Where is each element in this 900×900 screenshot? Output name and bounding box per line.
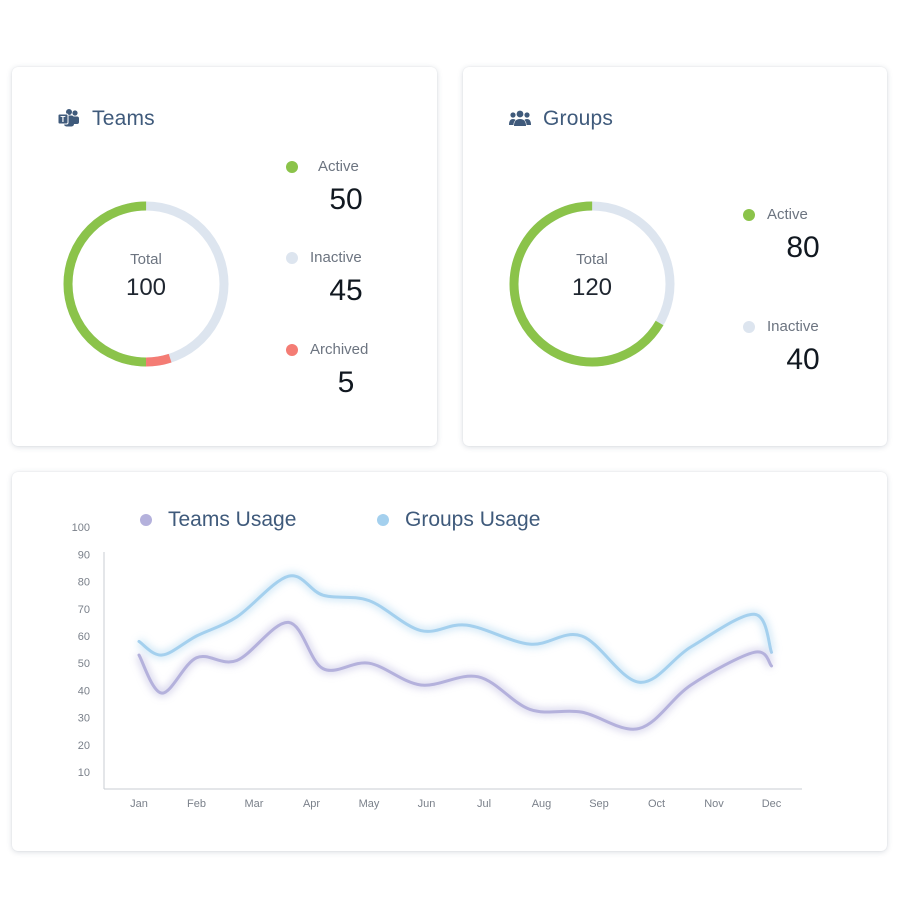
groups-donut-chart bbox=[509, 201, 675, 367]
usage-card: Teams Usage Groups Usage 10 20 30 40 50 60 70 8… bbox=[12, 472, 887, 851]
teams-card: T Teams Total 100 Active 50 Inactive 45 … bbox=[12, 67, 437, 446]
groups-usage-dot-icon bbox=[377, 514, 389, 526]
archived-dot-icon bbox=[286, 343, 298, 356]
legend-groups-usage: Groups Usage bbox=[377, 508, 540, 532]
groups-total-label: Total bbox=[576, 251, 608, 268]
y-tick-label: 20 bbox=[78, 740, 90, 752]
teams-legend-active: Active 50 bbox=[286, 158, 406, 217]
y-tick-label: 10 bbox=[78, 767, 90, 779]
teams-card-title: Teams bbox=[92, 107, 155, 130]
groups-total-value: 120 bbox=[571, 274, 613, 301]
teams-total-label: Total bbox=[130, 251, 162, 268]
inactive-dot-icon bbox=[743, 320, 755, 333]
legend-groups-usage-label: Groups Usage bbox=[405, 508, 541, 531]
groups-legend-inactive: Inactive 40 bbox=[743, 318, 863, 377]
x-tick-label: Apr bbox=[303, 798, 320, 810]
active-dot-icon bbox=[743, 208, 755, 221]
groups-legend-active-value: 80 bbox=[786, 231, 820, 264]
legend-teams-usage: Teams Usage bbox=[140, 508, 296, 532]
teams-donut-chart bbox=[63, 201, 229, 367]
x-tick-label: Oct bbox=[648, 798, 665, 810]
teams-legend-inactive: Inactive 45 bbox=[286, 249, 406, 308]
inactive-dot-icon bbox=[286, 251, 298, 264]
teams-usage-line bbox=[137, 620, 773, 731]
groups-usage-line-glow bbox=[136, 572, 775, 686]
x-tick-label: Aug bbox=[532, 798, 552, 810]
groups-usage-line bbox=[137, 574, 773, 684]
groups-legend-active-label: Active bbox=[767, 206, 808, 223]
groups-legend-inactive-value: 40 bbox=[786, 343, 820, 376]
teams-icon: T bbox=[58, 109, 79, 127]
x-tick-label: Feb bbox=[187, 798, 206, 810]
y-tick-label: 100 bbox=[72, 522, 90, 534]
usage-line-chart: 10 20 30 40 50 60 70 80 90 100 Jan Feb Mar Apr May Jun… bbox=[72, 522, 802, 810]
y-tick-label: 70 bbox=[78, 604, 90, 616]
teams-usage-dot-icon bbox=[140, 514, 152, 526]
x-tick-label: Jul bbox=[477, 798, 491, 810]
users-icon bbox=[509, 110, 531, 126]
legend-teams-usage-label: Teams Usage bbox=[168, 508, 297, 531]
y-tick-label: 30 bbox=[78, 713, 90, 725]
y-tick-label: 90 bbox=[78, 549, 90, 561]
y-tick-label: 40 bbox=[78, 685, 90, 697]
teams-legend-inactive-label: Inactive bbox=[310, 249, 362, 266]
x-tick-label: Sep bbox=[589, 798, 609, 810]
groups-total: Total 120 bbox=[532, 251, 652, 302]
teams-legend-archived-value: 5 bbox=[337, 366, 355, 399]
teams-total-value: 100 bbox=[125, 274, 167, 301]
active-dot-icon bbox=[286, 160, 298, 173]
y-tick-label: 80 bbox=[78, 577, 90, 589]
y-tick-label: 60 bbox=[78, 631, 90, 643]
x-tick-label: Jan bbox=[130, 798, 148, 810]
groups-card-title: Groups bbox=[543, 107, 614, 130]
svg-text:T: T bbox=[61, 115, 66, 124]
groups-legend-inactive-label: Inactive bbox=[767, 318, 819, 335]
teams-total: Total 100 bbox=[86, 251, 206, 302]
x-tick-label: Nov bbox=[704, 798, 724, 810]
x-tick-label: Jun bbox=[418, 798, 436, 810]
groups-legend-active: Active 80 bbox=[743, 206, 863, 265]
groups-card-header: Groups bbox=[509, 107, 613, 131]
teams-legend-archived-label: Archived bbox=[310, 341, 369, 358]
teams-legend-inactive-value: 45 bbox=[329, 274, 363, 307]
teams-legend-active-value: 50 bbox=[329, 183, 363, 216]
x-tick-label: Mar bbox=[245, 798, 264, 810]
y-tick-label: 50 bbox=[78, 658, 90, 670]
groups-card: Groups Total 120 Active 80 Inactive 40 bbox=[463, 67, 887, 446]
x-tick-label: Dec bbox=[762, 798, 782, 810]
teams-usage-line-glow bbox=[135, 618, 775, 733]
teams-card-header: T Teams bbox=[58, 107, 155, 131]
x-tick-label: May bbox=[359, 798, 380, 810]
teams-active-segment bbox=[63, 201, 229, 367]
groups-active-segment bbox=[509, 201, 675, 367]
teams-legend-archived: Archived 5 bbox=[286, 341, 406, 400]
teams-legend-active-label: Active bbox=[318, 158, 359, 175]
